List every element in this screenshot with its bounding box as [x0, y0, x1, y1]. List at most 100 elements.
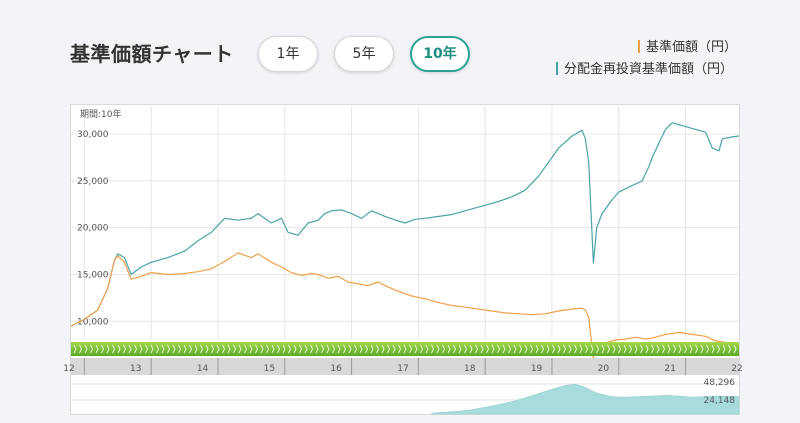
navigator-strip-tick	[403, 344, 407, 354]
navigator-strip-tick	[640, 344, 644, 354]
volume-area	[431, 383, 740, 415]
navigator-strip-tick	[717, 344, 721, 354]
navigator-strip	[71, 342, 739, 356]
navigator-strip-tick	[656, 344, 660, 354]
navigator-strip-tick	[227, 344, 231, 354]
navigator-strip-tick	[145, 344, 149, 354]
navigator-strip-tick	[491, 344, 495, 354]
navigator-strip-tick	[244, 344, 248, 354]
navigator-strip-tick	[266, 344, 270, 354]
navigator-strip-tick	[156, 344, 160, 354]
navigator-strip-tick	[711, 344, 715, 354]
navigator-strip-tick	[618, 344, 622, 354]
legend-item-nav: 基準価額（円）	[638, 36, 737, 55]
navigator-strip-tick	[95, 344, 99, 354]
year-tick-label: 22	[731, 364, 742, 374]
navigator-strip-tick	[601, 344, 605, 354]
navigator-strip-tick	[541, 344, 545, 354]
navigator-strip-tick	[117, 344, 121, 354]
navigator-strip-tick	[194, 344, 198, 354]
navigator-strip-tick	[480, 344, 484, 354]
navigator-strip-tick	[238, 344, 242, 354]
navigator-strip-tick	[552, 344, 556, 354]
navigator-strip-tick	[172, 344, 176, 354]
navigator-strip-tick	[695, 344, 699, 354]
navigator-strip-tick	[634, 344, 638, 354]
y-tick-label: 15,000	[77, 270, 109, 280]
period-label: 期間:10年	[80, 108, 122, 120]
navigator-strip-tick	[315, 344, 319, 354]
navigator-strip-tick	[486, 344, 490, 354]
navigator-strip-tick	[288, 344, 292, 354]
navigator-strip-tick	[728, 344, 732, 354]
y-tick-label: 10,000	[77, 317, 109, 327]
navigator-strip-tick	[645, 344, 649, 354]
navigator-strip-tick	[200, 344, 204, 354]
navigator-strip-tick	[128, 344, 132, 354]
navigator-strip-tick	[700, 344, 704, 354]
navigator-strip-tick	[557, 344, 561, 354]
navigator-strip-tick	[321, 344, 325, 354]
navigator-strip-tick	[469, 344, 473, 354]
navigator-strip-tick	[310, 344, 314, 354]
volume-max-label: 48,296	[704, 378, 736, 388]
navigator-strip-tick	[524, 344, 528, 354]
navigator-strip-tick	[134, 344, 138, 354]
navigator-strip-tick	[508, 344, 512, 354]
navigator-strip-tick	[106, 344, 110, 354]
navigator-strip-tick	[79, 344, 83, 354]
navigator-strip-tick	[568, 344, 572, 354]
navigator-strip-tick	[359, 344, 363, 354]
navigator-strip-tick	[216, 344, 220, 354]
period-button-1y[interactable]: 1年	[258, 36, 318, 72]
legend-label: 分配金再投資基準価額（円）	[564, 62, 734, 77]
year-tick-label: 17	[397, 364, 408, 374]
period-button-5y[interactable]: 5年	[334, 36, 394, 72]
navigator-strip-tick	[590, 344, 594, 354]
navigator-strip-tick	[205, 344, 209, 354]
legend-label: 基準価額（円）	[646, 40, 738, 55]
year-tick-label: 19	[531, 364, 543, 374]
navigator-strip-tick	[651, 344, 655, 354]
navigator-strip-tick	[376, 344, 380, 354]
navigator-strip-tick	[689, 344, 693, 354]
navigator-strip-tick	[436, 344, 440, 354]
year-tick-label: 12	[63, 364, 74, 374]
navigator-strip-tick	[722, 344, 726, 354]
navigator-strip-tick	[365, 344, 369, 354]
series-line-0	[70, 122, 740, 327]
navigator-strip-tick	[387, 344, 391, 354]
navigator-strip-tick	[673, 344, 677, 354]
navigator-strip-tick	[343, 344, 347, 354]
navigator-strip-tick	[337, 344, 341, 354]
navigator-strip-tick	[189, 344, 193, 354]
period-button-10y[interactable]: 10年	[410, 36, 470, 72]
navigator-strip-tick	[546, 344, 550, 354]
navigator-strip-tick	[585, 344, 589, 354]
navigator-strip-tick	[502, 344, 506, 354]
navigator-strip-tick	[282, 344, 286, 354]
navigator-strip-tick	[222, 344, 226, 354]
navigator-strip-tick	[563, 344, 567, 354]
navigator-strip-tick	[293, 344, 297, 354]
navigator-strip-tick	[629, 344, 633, 354]
navigator-strip-tick	[90, 344, 94, 354]
year-tick-label: 20	[598, 364, 610, 374]
navigator-strip-tick	[596, 344, 600, 354]
navigator-strip-tick	[447, 344, 451, 354]
series-line-1	[70, 252, 740, 359]
navigator-strip-tick	[271, 344, 275, 354]
navigator-strip-tick	[150, 344, 154, 354]
navigator-strip-tick	[73, 344, 77, 354]
page-title: 基準価額チャート	[70, 42, 234, 66]
navigator-strip-tick	[519, 344, 523, 354]
legend-swatch	[556, 62, 558, 75]
navigator-strip-tick	[574, 344, 578, 354]
navigator-strip-tick	[453, 344, 457, 354]
navigator-strip-tick	[420, 344, 424, 354]
navigator-strip-tick	[233, 344, 237, 354]
navigator-strip-tick	[662, 344, 666, 354]
navigator-strip-tick	[414, 344, 418, 354]
navigator-strip-tick	[255, 344, 259, 354]
